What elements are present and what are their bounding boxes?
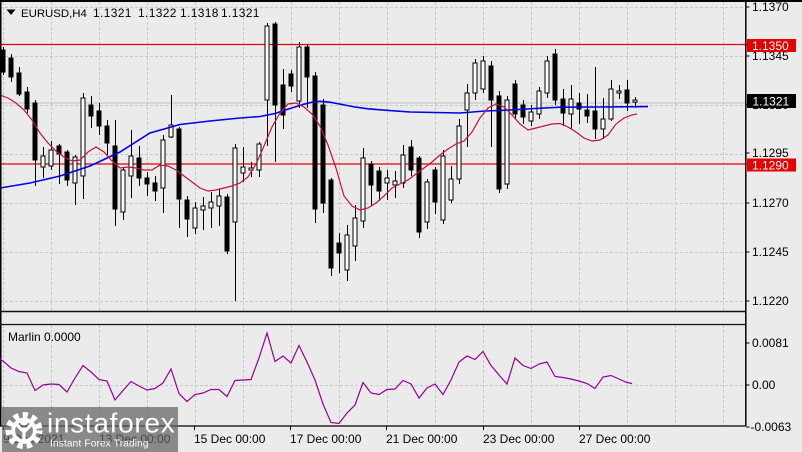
svg-text:1.1321: 1.1321 [753,94,790,108]
svg-text:1.1370: 1.1370 [752,0,789,14]
svg-text:Instant Forex Trading: Instant Forex Trading [50,439,149,450]
svg-text:21 Dec 00:00: 21 Dec 00:00 [386,432,458,446]
svg-text:0.00: 0.00 [752,378,776,392]
svg-text:instaforex: instaforex [47,408,175,439]
svg-text:1.1245: 1.1245 [752,245,789,259]
svg-text:-0.0063: -0.0063 [751,420,792,434]
svg-text:1.1345: 1.1345 [752,49,789,63]
svg-text:17 Dec 00:00: 17 Dec 00:00 [290,432,362,446]
svg-text:1.1318: 1.1318 [180,6,219,20]
svg-text:0.0081: 0.0081 [752,336,789,350]
svg-text:23 Dec 00:00: 23 Dec 00:00 [483,432,555,446]
svg-text:1.1290: 1.1290 [752,159,789,173]
svg-text:15 Dec 00:00: 15 Dec 00:00 [194,432,266,446]
svg-text:1.1350: 1.1350 [752,39,789,53]
svg-text:Marlin 0.0000: Marlin 0.0000 [8,330,81,344]
svg-text:EURUSD,H4: EURUSD,H4 [21,8,87,20]
svg-text:27 Dec 00:00: 27 Dec 00:00 [579,432,651,446]
svg-text:1.1295: 1.1295 [752,146,789,160]
svg-text:1.1270: 1.1270 [752,196,789,210]
svg-text:1.1220: 1.1220 [752,294,789,308]
svg-text:1.1321: 1.1321 [93,6,132,20]
svg-text:1.1321: 1.1321 [221,6,260,20]
svg-text:1.1322: 1.1322 [138,6,177,20]
